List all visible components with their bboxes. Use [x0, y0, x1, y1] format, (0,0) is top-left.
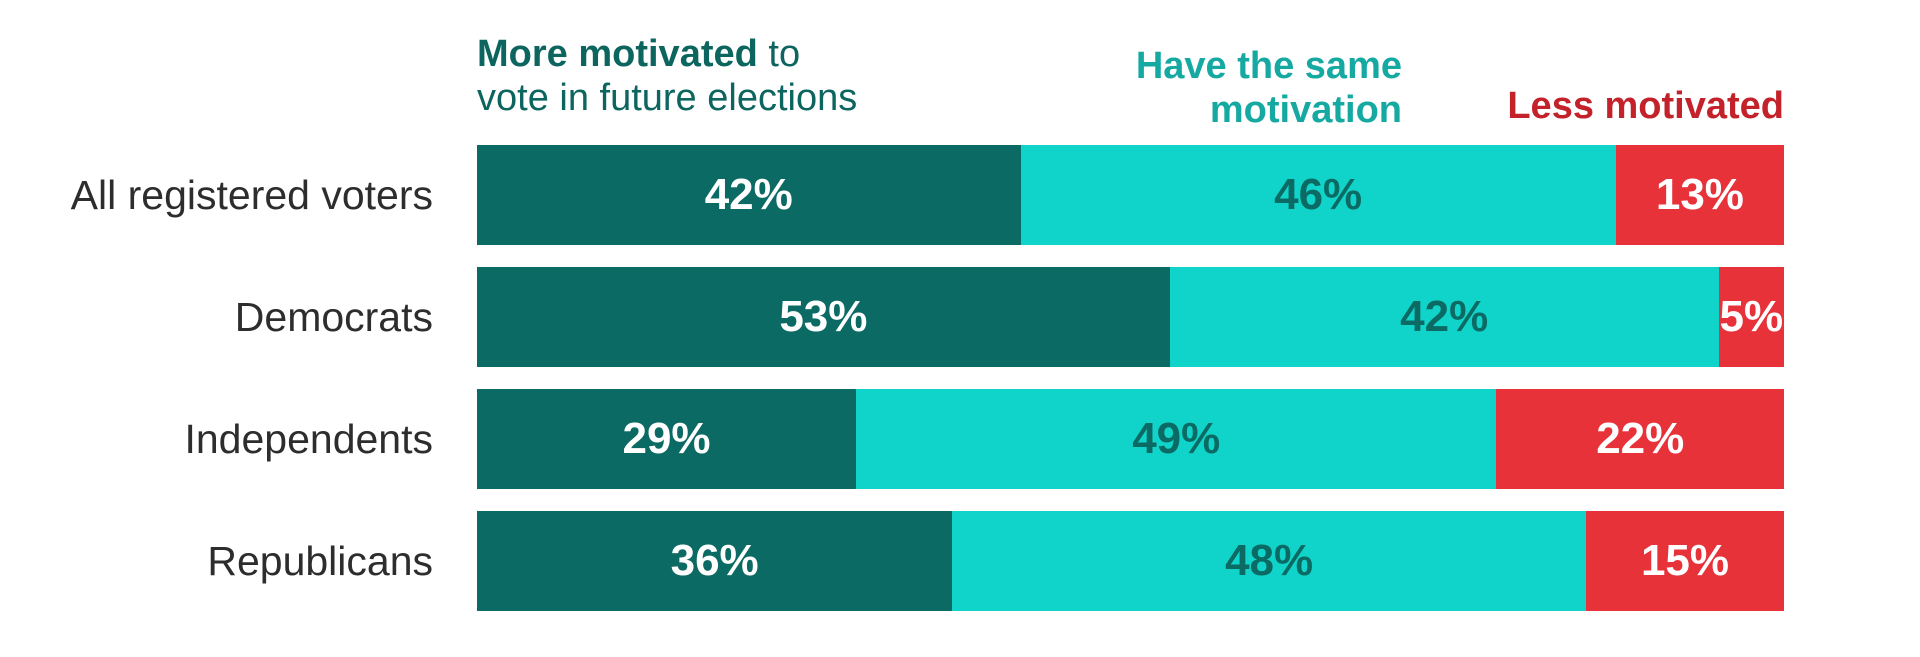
bar-rows: All registered voters 42% 46% 13% Democrats 5… — [0, 145, 1785, 633]
legend-more-bold-text: More motivated — [477, 33, 758, 75]
legend-more-rest-text: to — [757, 33, 801, 75]
bar-value-label: 22% — [1596, 414, 1685, 463]
chart-row: Republicans 36% 48% 15% — [0, 511, 1784, 611]
legend-same-line1: Have the same — [1135, 45, 1402, 87]
legend-same-line2: motivation — [1209, 89, 1402, 131]
chart-row: Democrats 53% 42% 5% — [0, 267, 1784, 367]
row-label: All registered voters — [70, 171, 433, 218]
bar-segment-2: 5% — [1718, 267, 1784, 367]
legend-less-motivated: Less motivated — [1507, 85, 1784, 127]
bar-segment-0: 42% — [477, 145, 1021, 245]
bar-track: 29% 49% 22% — [477, 389, 1785, 489]
row-label: Independents — [184, 415, 433, 462]
bar-segment-1: 48% — [952, 511, 1586, 611]
bar-segment-2: 15% — [1585, 511, 1784, 611]
bar-value-label: 29% — [622, 414, 711, 463]
bar-segment-0: 53% — [477, 267, 1170, 367]
bar-value-label: 53% — [779, 292, 868, 341]
legend-more-line2: vote in future elections — [477, 77, 858, 119]
legend-same-motivation: Have the same motivation — [1136, 44, 1402, 132]
bar-segment-1: 49% — [856, 389, 1497, 489]
bar-value-label: 13% — [1655, 170, 1744, 219]
bar-track: 36% 48% 15% — [477, 511, 1784, 611]
bar-track: 42% 46% 13% — [477, 145, 1784, 245]
bar-value-label: 15% — [1640, 536, 1730, 585]
row-label: Republicans — [207, 537, 433, 584]
bar-segment-2: 13% — [1615, 145, 1784, 245]
bar-segment-1: 46% — [1020, 145, 1616, 245]
bar-value-label: 46% — [1274, 170, 1363, 219]
chart-row: All registered voters 42% 46% 13% — [0, 145, 1784, 245]
bar-track: 53% 42% 5% — [477, 267, 1784, 367]
bar-value-label: 49% — [1132, 414, 1221, 463]
bar-value-label: 36% — [670, 536, 759, 585]
chart-row: Independents 29% 49% 22% — [0, 389, 1785, 489]
bar-segment-0: 36% — [477, 511, 953, 611]
bar-value-label: 48% — [1225, 536, 1314, 585]
bar-value-label: 5% — [1719, 292, 1784, 341]
bar-value-label: 42% — [704, 170, 793, 219]
bar-value-label: 42% — [1400, 292, 1489, 341]
bar-segment-0: 29% — [477, 389, 857, 489]
row-label: Democrats — [234, 293, 433, 340]
legend-more-motivated: More motivated to vote in future electio… — [477, 32, 857, 120]
legend-more-line1: More motivated to — [477, 32, 857, 76]
bar-segment-2: 22% — [1496, 389, 1785, 489]
bar-segment-1: 42% — [1169, 267, 1719, 367]
